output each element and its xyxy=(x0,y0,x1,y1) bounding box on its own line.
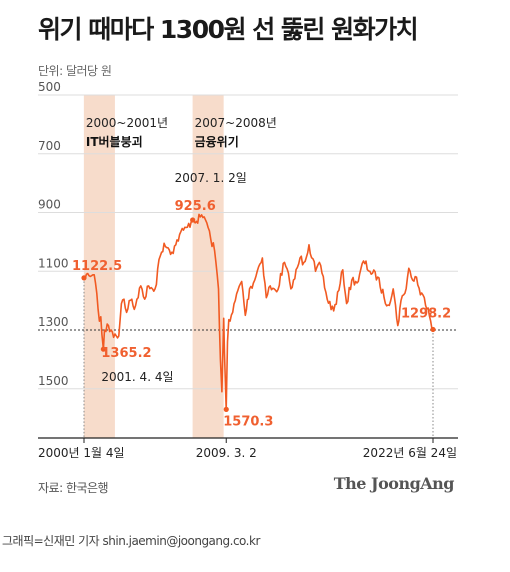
annotation-date-2: 2001. 4. 4일 xyxy=(101,370,173,384)
y-tick-label-1500: 1500 xyxy=(38,374,69,388)
y-tick-label-900: 900 xyxy=(38,198,61,212)
band-period-label-1: 2000~2001년 xyxy=(86,116,168,130)
credit-line: 그래픽=신재민 기자 shin.jaemin@joongang.co.kr xyxy=(2,534,260,548)
y-tick-label-700: 700 xyxy=(38,139,61,153)
annotation-value-4: 1570.3 xyxy=(223,414,273,429)
annotation-date-3: 2007. 1. 2일 xyxy=(175,171,247,185)
grid-lines xyxy=(38,94,458,390)
y-axis-ticks: 500 700 900 1100 1300 1500 xyxy=(38,80,69,388)
chart-title: 위기 때마다 1300원 선 뚫린 원화가치 xyxy=(38,15,419,44)
annotation-value-2: 1365.2 xyxy=(101,346,151,361)
series-line xyxy=(83,213,434,438)
x-tick-label-1: 2000년 1월 4일 xyxy=(38,446,125,460)
band-name-label-1: IT버블붕괴 xyxy=(86,134,143,149)
band-period-label-2: 2007~2008년 xyxy=(195,116,277,130)
annotation-point-4 xyxy=(223,406,229,413)
crisis-band-1 xyxy=(83,95,115,438)
annotation-point-1 xyxy=(81,275,87,281)
y-tick-label-1300: 1300 xyxy=(38,315,69,329)
source-label: 자료: 한국은행 xyxy=(38,481,109,495)
annotation-point-2 xyxy=(100,346,106,352)
annotation-point-5 xyxy=(430,326,436,333)
y-tick-label-1100: 1100 xyxy=(38,256,69,270)
annotation-value-3: 925.6 xyxy=(175,199,216,214)
y-tick-label-500: 500 xyxy=(38,80,61,94)
unit-label: 단위: 달러당 원 xyxy=(38,64,112,78)
annotations: 1122.5 1365.2 2001. 4. 4일 925.6 2007. 1. 2일 1… xyxy=(72,171,451,429)
brand-logo: The JoongAng xyxy=(333,474,455,493)
crisis-band-2 xyxy=(192,95,224,438)
x-tick-label-2: 2009. 3. 2 xyxy=(196,446,257,460)
annotation-value-1: 1122.5 xyxy=(72,259,122,274)
x-axis-ticks: 2000년 1월 4일 2009. 3. 2 2022년 6월 24일 xyxy=(38,438,457,460)
band-name-label-2: 금융위기 xyxy=(195,134,239,149)
x-tick-label-3: 2022년 6월 24일 xyxy=(363,446,457,460)
series-path xyxy=(83,213,434,411)
crisis-bands xyxy=(83,95,224,438)
annotation-point-3 xyxy=(190,217,196,223)
annotation-value-5: 1298.2 xyxy=(401,306,451,321)
